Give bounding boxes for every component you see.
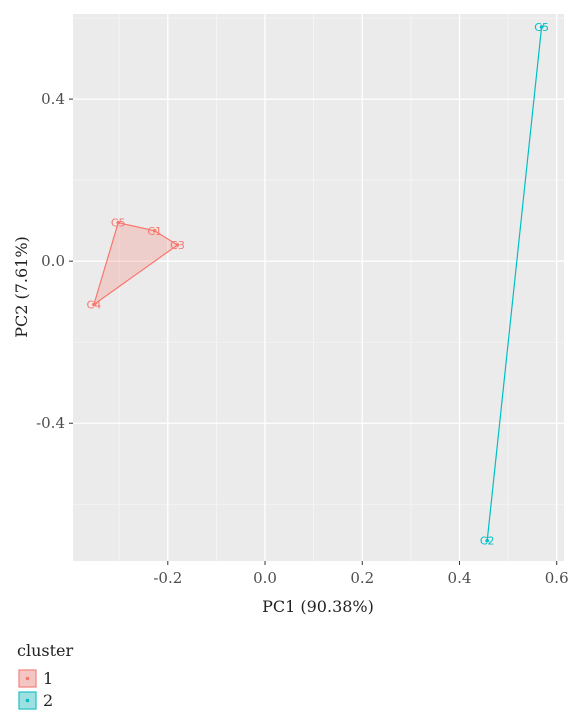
data-point — [175, 243, 180, 247]
data-point — [152, 228, 157, 233]
x-tick-label: 0.6 — [545, 569, 569, 587]
legend-title: cluster — [17, 641, 73, 660]
legend-item-cluster-2: 2 — [18, 691, 53, 710]
data-point — [116, 220, 121, 225]
point-label: C3 — [170, 239, 185, 252]
y-tick-label: 0.4 — [41, 90, 65, 108]
point-label: C1 — [147, 225, 162, 238]
legend: cluster 12 — [17, 641, 73, 710]
point-label: C4 — [87, 299, 102, 312]
data-point — [539, 25, 544, 29]
plot-panel — [73, 14, 564, 561]
legend-label: 2 — [43, 691, 53, 710]
y-axis-title: PC2 (7.61%) — [12, 236, 31, 338]
x-tick-label: 0.0 — [253, 569, 277, 587]
minor-gridlines — [73, 14, 564, 561]
data-point — [92, 302, 96, 307]
data-point — [485, 538, 489, 543]
legend-label: 1 — [43, 669, 53, 688]
y-axis-ticks: -0.4 0.0 0.4 — [36, 90, 73, 432]
x-tick-label: 0.2 — [350, 569, 374, 587]
point-label: C5 — [111, 217, 126, 230]
y-tick-label: -0.4 — [36, 414, 65, 432]
point-label: C2 — [480, 535, 495, 548]
major-gridlines — [73, 14, 564, 561]
x-axis-ticks: -0.2 0.0 0.2 0.4 0.6 — [153, 561, 569, 587]
data-points — [92, 25, 544, 543]
legend-item-cluster-1: 1 — [18, 669, 53, 688]
x-axis-title: PC1 (90.38%) — [262, 597, 374, 616]
x-tick-label: -0.2 — [153, 569, 182, 587]
legend-key-point — [25, 676, 30, 681]
y-tick-label: 0.0 — [41, 252, 65, 270]
legend-key-point — [25, 698, 30, 703]
legend-items: 12 — [18, 669, 53, 710]
point-label: C5 — [534, 21, 549, 34]
point-labels: C5 C1 C3 C4 C5 C2 — [87, 21, 549, 548]
x-tick-label: 0.4 — [448, 569, 472, 587]
